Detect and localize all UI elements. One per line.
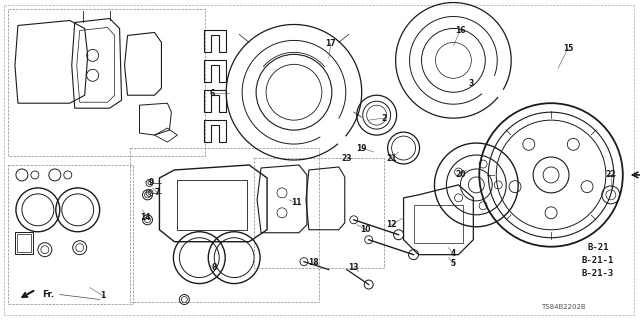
Text: 18: 18: [308, 258, 319, 267]
Text: 22: 22: [605, 171, 616, 180]
Text: 12: 12: [387, 220, 397, 229]
Text: 14: 14: [140, 213, 151, 222]
Text: 9: 9: [149, 179, 154, 188]
Text: 23: 23: [342, 154, 352, 163]
Text: 15: 15: [563, 44, 573, 53]
Text: 21: 21: [387, 154, 397, 163]
Text: 11: 11: [291, 198, 301, 207]
Bar: [15, 232, 33, 254]
Bar: [8, 165, 132, 305]
Text: B-21-1: B-21-1: [582, 256, 614, 265]
Bar: [8, 9, 205, 156]
Text: 20: 20: [455, 171, 466, 180]
Text: 8: 8: [212, 263, 217, 272]
Text: 13: 13: [349, 263, 359, 272]
Text: 4: 4: [451, 249, 456, 258]
Text: B-21: B-21: [587, 243, 609, 252]
Bar: [254, 158, 383, 268]
Text: 10: 10: [360, 225, 371, 234]
Bar: [17, 234, 31, 252]
Text: 6: 6: [210, 89, 215, 98]
Text: B-21-3: B-21-3: [582, 269, 614, 278]
Text: 1: 1: [100, 291, 105, 300]
Bar: [177, 180, 247, 230]
Text: 2: 2: [381, 114, 387, 123]
Bar: [413, 205, 463, 243]
Bar: [129, 148, 319, 302]
Text: 17: 17: [326, 39, 336, 48]
Text: 7: 7: [155, 188, 160, 197]
Text: 3: 3: [468, 79, 474, 88]
Text: 19: 19: [356, 144, 367, 153]
Text: Fr.: Fr.: [42, 290, 54, 299]
Text: 16: 16: [455, 26, 466, 35]
Text: TS84B2202B: TS84B2202B: [541, 304, 586, 310]
Text: 5: 5: [451, 259, 456, 268]
